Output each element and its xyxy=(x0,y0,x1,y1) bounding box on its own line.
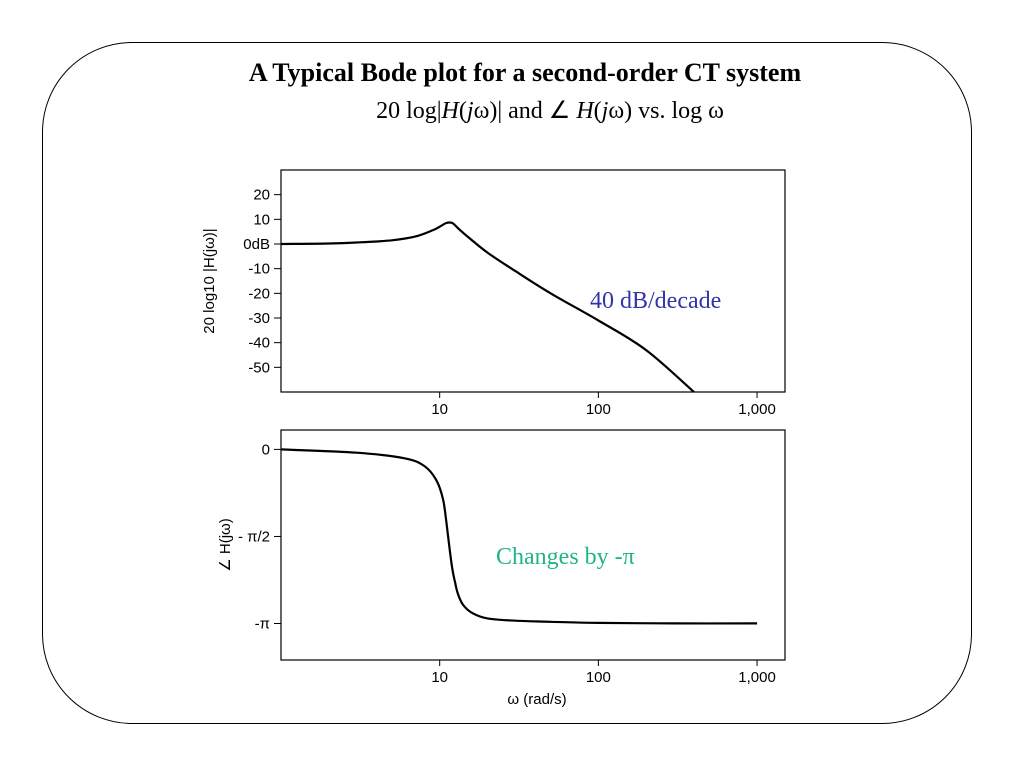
subtitle-part: j xyxy=(466,98,474,124)
x-tick-label: 1,000 xyxy=(738,669,776,686)
slide-frame xyxy=(42,42,972,724)
series-line xyxy=(281,448,758,625)
y-tick-label: 10 xyxy=(253,211,270,228)
subtitle-part: H xyxy=(576,98,594,124)
y-tick-label: -20 xyxy=(248,285,270,302)
subtitle-part: 20 log| xyxy=(376,98,442,124)
slide-subtitle: 20 log|H(jω)| and ∠ H(jω) vs. log ω xyxy=(0,96,1024,125)
y-axis-label: 20 log10 |H(jω)| xyxy=(201,228,218,333)
subtitle-part: ( xyxy=(593,98,602,124)
x-tick-label: 100 xyxy=(586,669,611,686)
x-tick-label: 10 xyxy=(431,401,448,418)
x-axis-label: ω (rad/s) xyxy=(507,691,566,708)
chart-annotation: 40 dB/decade xyxy=(590,288,721,314)
subtitle-part: H xyxy=(441,98,459,124)
slide-title: A Typical Bode plot for a second-order C… xyxy=(248,58,802,87)
x-tick-label: 100 xyxy=(586,401,611,418)
phase-plot: 10 100 1,000 0 - π/2 -π ∠ H(jω) ω (rad/s) Change… xyxy=(217,429,786,708)
magnitude-plot: 10 100 1,000 20 10 0dB -10 -20 -30 -40 -50 20 log10… xyxy=(201,169,786,418)
y-axis-label: ∠ H(jω) xyxy=(217,518,234,571)
y-tick-label: -50 xyxy=(248,359,270,376)
plot-frame xyxy=(280,429,786,661)
y-tick-label: -10 xyxy=(248,261,270,278)
subtitle-part: ω) vs. log ω xyxy=(608,98,724,124)
y-tick-label: -30 xyxy=(248,310,270,327)
chart-annotation: Changes by -π xyxy=(496,544,635,570)
y-tick-label: 0 xyxy=(262,441,270,458)
plot-frame xyxy=(280,169,786,393)
y-tick-label: 20 xyxy=(253,187,270,204)
series-line xyxy=(281,221,695,392)
y-tick-label: 0dB xyxy=(243,236,270,253)
y-tick-label: -π xyxy=(255,616,270,633)
y-tick-label: -40 xyxy=(248,335,270,352)
subtitle-part: ( xyxy=(458,98,467,124)
x-tick-label: 1,000 xyxy=(738,401,776,418)
subtitle-part: j xyxy=(601,98,609,124)
subtitle-part: ω)| and ∠ xyxy=(473,98,577,124)
y-tick-label: - π/2 xyxy=(238,528,270,545)
x-tick-label: 10 xyxy=(431,669,448,686)
